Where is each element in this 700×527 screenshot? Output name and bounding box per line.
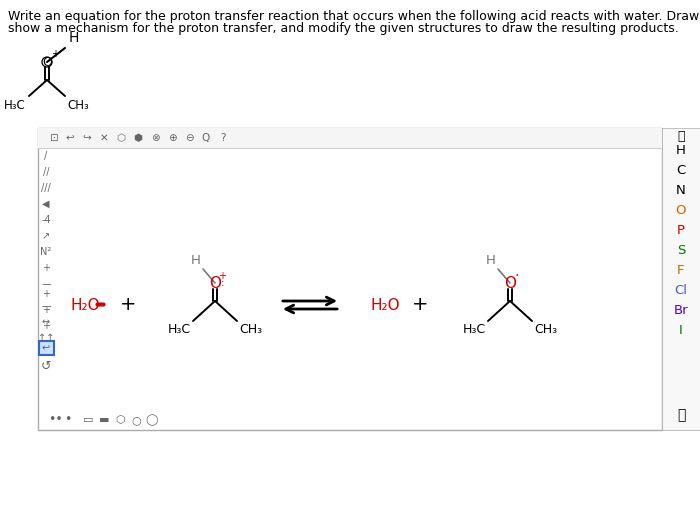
Text: ⊡: ⊡	[48, 133, 57, 143]
Text: —: —	[41, 279, 51, 289]
Text: ?: ?	[220, 133, 225, 143]
Text: H: H	[69, 31, 79, 45]
Text: H: H	[486, 254, 496, 267]
Text: +: +	[51, 49, 59, 59]
Text: +
—: + —	[41, 289, 51, 311]
Text: Q: Q	[202, 133, 210, 143]
Text: show a mechanism for the proton transfer, and modify the given structures to dra: show a mechanism for the proton transfer…	[8, 22, 679, 35]
Text: Write an equation for the proton transfer reaction that occurs when the followin: Write an equation for the proton transfe…	[8, 10, 700, 23]
Text: ·: ·	[514, 269, 519, 283]
Text: ↩: ↩	[42, 343, 50, 353]
Text: ○: ○	[131, 415, 141, 425]
Text: ///: ///	[41, 183, 51, 193]
Text: CH₃: CH₃	[67, 99, 89, 112]
Text: +: +	[218, 271, 226, 281]
Text: O: O	[504, 276, 516, 290]
Text: +
↑↑: + ↑↑	[38, 321, 54, 343]
Text: -4: -4	[41, 215, 51, 225]
Text: 💾: 💾	[677, 408, 685, 422]
Text: P: P	[677, 223, 685, 237]
Text: H₂O: H₂O	[70, 298, 100, 313]
Text: ⊕: ⊕	[167, 133, 176, 143]
Text: +: +	[120, 296, 136, 315]
Text: C: C	[676, 163, 685, 177]
Text: +
↔: + ↔	[42, 305, 50, 327]
Text: •: •	[64, 414, 71, 426]
Text: ↗: ↗	[42, 231, 50, 241]
Text: H: H	[191, 254, 201, 267]
Bar	[38, 128, 662, 148]
Text: CH₃: CH₃	[534, 323, 557, 336]
Text: //: //	[43, 167, 49, 177]
Text: ◀: ◀	[42, 199, 50, 209]
Text: N: N	[676, 183, 686, 197]
Text: ••: ••	[48, 414, 64, 426]
Text: O: O	[42, 55, 52, 69]
Text: H₃C: H₃C	[168, 323, 191, 336]
Text: ↩: ↩	[66, 133, 74, 143]
Text: ⬡: ⬡	[115, 415, 125, 425]
Text: ⊗: ⊗	[150, 133, 160, 143]
Text: :: :	[221, 278, 225, 288]
Text: ✕: ✕	[99, 133, 108, 143]
Text: ↺: ↺	[41, 359, 51, 373]
Text: ↩: ↩	[42, 343, 50, 353]
Text: +: +	[42, 263, 50, 273]
Text: ▭: ▭	[83, 415, 93, 425]
Bar	[662, 128, 700, 430]
Text: ⊖: ⊖	[185, 133, 193, 143]
Text: F: F	[678, 264, 685, 277]
Text: S: S	[677, 243, 685, 257]
Text: H₃C: H₃C	[4, 99, 26, 112]
Text: Cl: Cl	[675, 284, 687, 297]
Text: H₃C: H₃C	[463, 323, 486, 336]
Bar	[39, 341, 54, 355]
Text: O: O	[209, 276, 221, 290]
Text: I: I	[679, 324, 683, 337]
Text: /: /	[44, 151, 48, 161]
Text: CH₃: CH₃	[239, 323, 262, 336]
Text: ↪: ↪	[83, 133, 92, 143]
Text: ▬: ▬	[99, 415, 109, 425]
Text: H: H	[676, 143, 686, 157]
Text: ◯: ◯	[146, 414, 158, 426]
Text: N²: N²	[41, 247, 52, 257]
Text: ⬡: ⬡	[116, 133, 125, 143]
Bar	[38, 128, 662, 430]
Text: O: O	[676, 203, 686, 217]
Text: ⬢: ⬢	[134, 133, 143, 143]
Text: +: +	[412, 296, 428, 315]
Text: 🎨: 🎨	[678, 130, 685, 142]
Text: Br: Br	[673, 304, 688, 317]
Text: H₂O: H₂O	[370, 298, 400, 313]
